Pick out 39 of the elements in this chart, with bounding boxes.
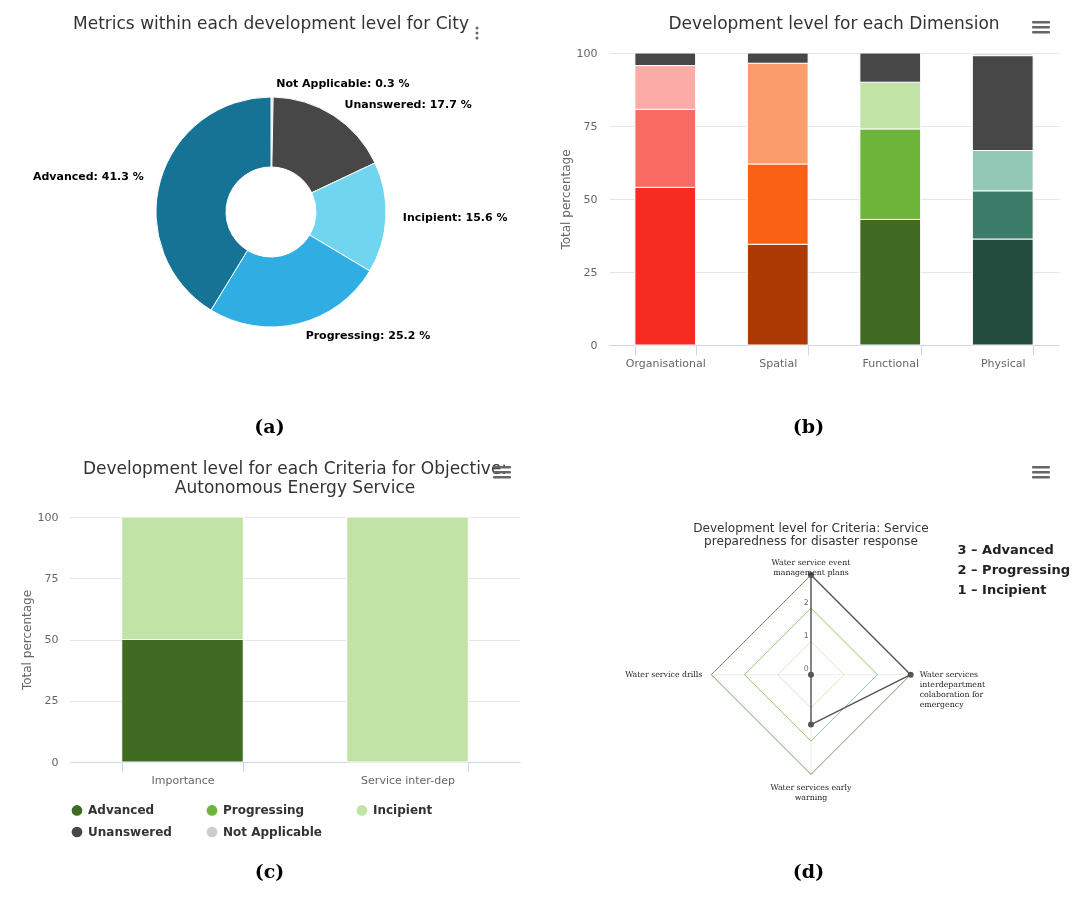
slice-label: Progressing: 25.2 % [305,329,430,343]
y-tick-label: 50 [583,192,597,206]
text: (a) [253,415,286,437]
text: 2 – Progressing [957,561,1070,579]
y-tick-label: 50 [44,633,58,646]
y-tick-label: 0 [590,338,597,352]
y-axis-title: Total percentage [558,149,572,251]
x-tick-label: Service inter-dep [360,773,455,787]
y-tick-label: 25 [44,694,58,708]
x-tick-label: Physical [980,356,1026,370]
slice-label: Incipient: 15.6 % [402,211,507,225]
legend-label: Not Applicable [222,825,322,839]
chart-title: Development level for each Dimension [667,13,1000,33]
y-tick-label: 100 [37,510,58,524]
y-tick-label: 100 [576,46,597,60]
text: 3 – Advanced [957,541,1055,559]
legend-label: Incipient [372,803,433,818]
legend-label: Progressing [222,803,304,818]
x-tick-label: Functional [861,356,919,370]
legend-label: Advanced [87,803,154,818]
y-tick-label: 75 [583,119,597,133]
text: (c) [253,860,286,882]
y-tick-label: 0 [51,755,58,769]
y-axis-title: Total percentage [19,589,33,692]
text: (d) [791,860,826,882]
x-tick-label: Organisational [625,356,706,370]
slice-label: Unanswered: 17.7 % [344,97,472,111]
slice-label: Advanced: 41.3 % [32,170,144,184]
x-tick-label: Spatial [758,356,797,370]
text: (b) [791,415,826,437]
x-tick-label: Importance [150,773,215,787]
text: 1 – Incipient [957,581,1048,599]
chart-title: Development level for Criteria: Service preparedness for disaster response [693,520,929,549]
chart-title: Development level for each Criteria for Objective: Autonomous Energy Service [82,458,507,497]
y-tick-label: 25 [583,265,597,279]
y-tick-label: 75 [44,571,58,585]
legend-label: Unanswered [87,825,172,839]
chart-title: Metrics within each development level for City [72,13,469,33]
slice-label: Not Applicable: 0.3 % [275,77,409,91]
